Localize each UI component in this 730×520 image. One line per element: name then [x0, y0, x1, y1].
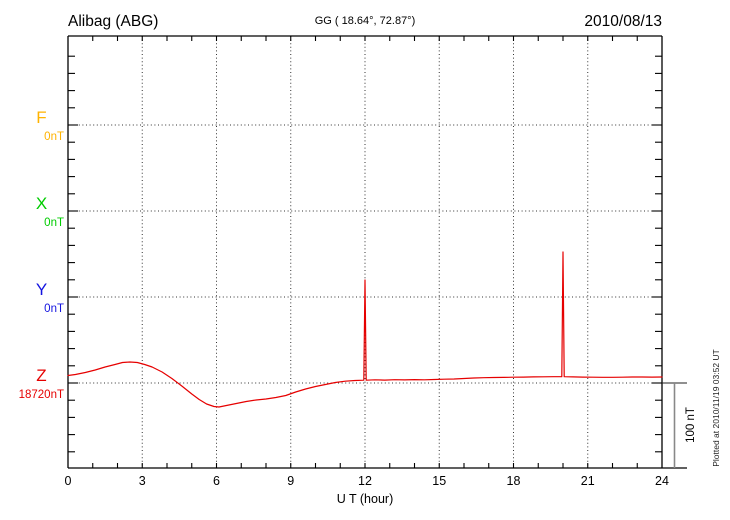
component-labels-layer: F 0nT X 0nT Y 0nT Z 18720nT: [19, 108, 64, 401]
geographic-coordinates: GG ( 18.64°, 72.87°): [315, 15, 416, 27]
component-letter-Y: Y: [36, 280, 47, 299]
x-tick-label-0: 0: [65, 474, 72, 488]
x-tick-label-15: 15: [432, 474, 446, 488]
scale-bar-label: 100 nT: [685, 407, 697, 443]
x-tick-label-21: 21: [581, 474, 595, 488]
component-letter-Z: Z: [36, 366, 46, 385]
z-component-trace: [67, 251, 663, 408]
scale-bar-layer: [662, 382, 687, 468]
x-tick-label-3: 3: [139, 474, 146, 488]
ticks-layer: [68, 36, 662, 468]
component-baseline-value-Y: 0nT: [44, 303, 64, 315]
component-baseline-value-Z: 18720nT: [19, 389, 64, 401]
component-baseline-value-X: 0nT: [44, 217, 64, 229]
z-trace-layer: [67, 251, 663, 408]
component-letter-X: X: [36, 194, 47, 213]
x-tick-label-18: 18: [507, 474, 521, 488]
station-title: Alibag (ABG): [68, 13, 158, 30]
x-tick-label-24: 24: [655, 474, 669, 488]
gridlines-layer: [68, 36, 662, 468]
x-tick-labels-layer: 0 3 6 9 12 15 18 21 24: [65, 474, 669, 488]
x-tick-label-12: 12: [358, 474, 372, 488]
axes-layer: [67, 35, 687, 469]
component-letter-F: F: [36, 108, 46, 127]
plotted-at-note: Plotted at 2010/11/19 03:52 UT: [711, 349, 721, 467]
component-baseline-value-F: 0nT: [44, 131, 64, 143]
x-tick-label-9: 9: [287, 474, 294, 488]
x-tick-label-6: 6: [213, 474, 220, 488]
plot-date: 2010/08/13: [584, 13, 662, 30]
x-axis-title: U T (hour): [337, 492, 394, 506]
